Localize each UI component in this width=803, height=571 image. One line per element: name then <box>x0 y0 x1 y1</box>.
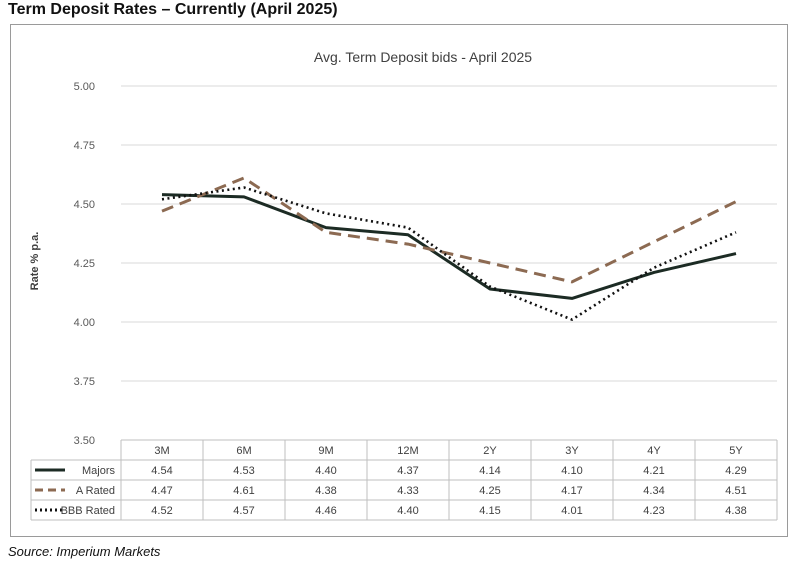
x-tick-label: 6M <box>236 445 251 457</box>
series-line-1 <box>161 176 737 284</box>
y-tick-label: 4.50 <box>74 199 95 211</box>
x-tick-label: 2Y <box>483 445 497 457</box>
y-axis-label: Rate % p.a. <box>29 232 41 291</box>
x-tick-label: 3M <box>154 445 169 457</box>
series-line-0 <box>161 193 737 300</box>
data-label: 4.46 <box>315 505 336 517</box>
data-label: 4.34 <box>643 485 664 497</box>
data-label: 4.25 <box>479 485 500 497</box>
data-label: 4.53 <box>233 465 254 477</box>
x-tick-label: 9M <box>318 445 333 457</box>
data-label: 4.01 <box>561 505 582 517</box>
data-label: 4.10 <box>561 465 582 477</box>
line-chart: Avg. Term Deposit bids - April 2025 Rate… <box>29 49 778 521</box>
x-tick-label: 4Y <box>647 445 661 457</box>
data-label: 4.40 <box>397 505 418 517</box>
data-label: 4.14 <box>479 465 500 477</box>
grid-lines <box>121 85 777 382</box>
data-label: 4.61 <box>233 485 254 497</box>
source-note: Source: Imperium Markets <box>8 544 161 559</box>
data-label: 4.33 <box>397 485 418 497</box>
data-label: 4.57 <box>233 505 254 517</box>
y-tick-label: 4.25 <box>74 258 95 270</box>
x-tick-label: 12M <box>397 445 418 457</box>
data-label: 4.15 <box>479 505 500 517</box>
data-label: 4.47 <box>151 485 172 497</box>
data-label: 4.37 <box>397 465 418 477</box>
x-tick-label: 3Y <box>565 445 579 457</box>
series-lines <box>161 176 737 321</box>
data-label: 4.23 <box>643 505 664 517</box>
page-title: Term Deposit Rates – Currently (April 20… <box>8 1 338 18</box>
legend-label: BBB Rated <box>61 505 115 517</box>
y-tick-label: 4.75 <box>74 140 95 152</box>
data-label: 4.17 <box>561 485 582 497</box>
data-label: 4.38 <box>725 505 746 517</box>
data-label: 4.29 <box>725 465 746 477</box>
y-tick-label: 3.50 <box>74 435 95 447</box>
data-table: 3M 6M 9M 12M 2Y 3Y 4Y 5Y Majors 4.54 4.53 4.40 4.37 4… <box>30 439 778 521</box>
series-line-2 <box>161 186 737 321</box>
data-label: 4.21 <box>643 465 664 477</box>
y-tick-labels: 5.00 4.75 4.50 4.25 4.00 3.75 3.50 <box>74 81 95 447</box>
chart-title: Avg. Term Deposit bids - April 2025 <box>314 49 532 65</box>
data-label: 4.54 <box>151 465 172 477</box>
data-label: 4.52 <box>151 505 172 517</box>
data-label: 4.40 <box>315 465 336 477</box>
chart-frame: Avg. Term Deposit bids - April 2025 Rate… <box>10 24 788 537</box>
legend-label: Majors <box>82 465 116 477</box>
data-label: 4.51 <box>725 485 746 497</box>
data-label: 4.38 <box>315 485 336 497</box>
legend-label: A Rated <box>76 485 115 497</box>
y-tick-label: 4.00 <box>74 317 95 329</box>
x-tick-label: 5Y <box>729 445 743 457</box>
y-tick-label: 3.75 <box>74 376 95 388</box>
y-tick-label: 5.00 <box>74 81 95 93</box>
